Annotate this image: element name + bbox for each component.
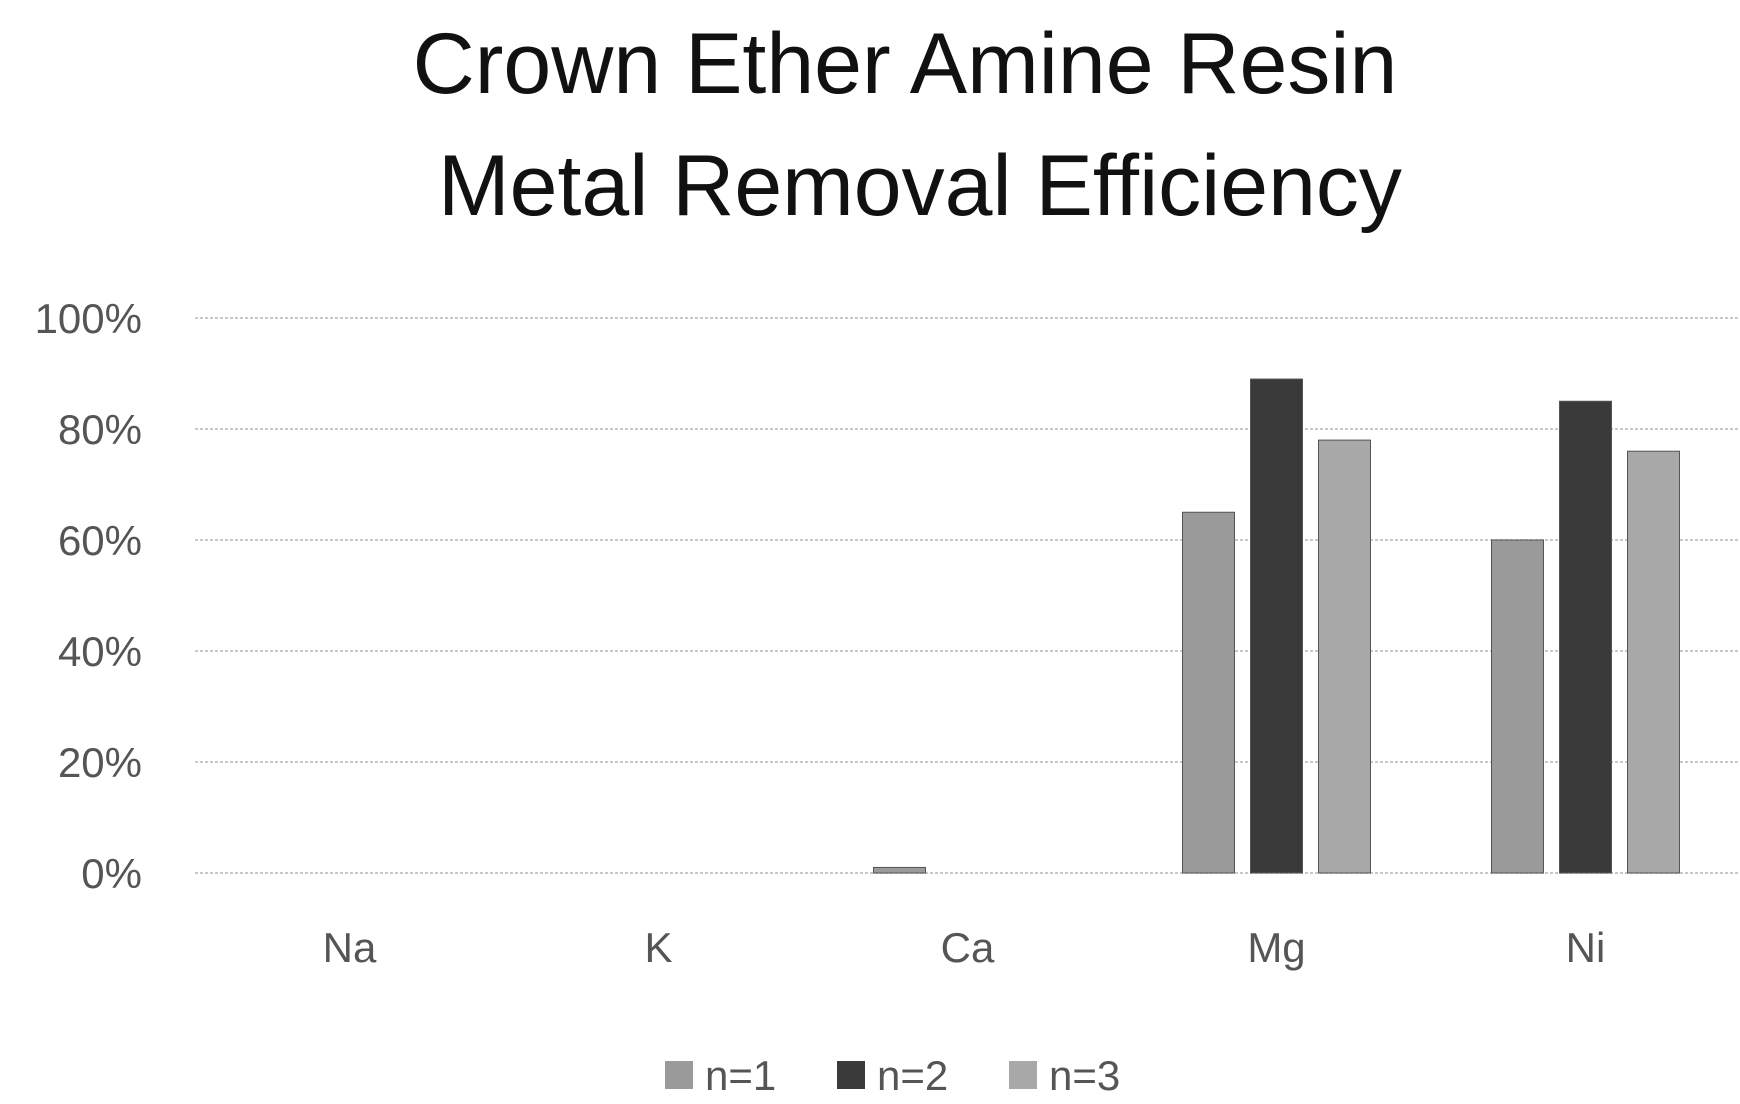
chart-title-line-1: Crown Ether Amine Resin xyxy=(413,16,1398,112)
legend-label: n=1 xyxy=(705,1052,776,1099)
legend-swatch xyxy=(837,1061,865,1089)
y-axis-tick-labels: 0% 20% 40% 60% 80% 100% xyxy=(35,295,142,897)
y-tick-label: 100% xyxy=(35,295,142,342)
legend: n=1 n=2 n=3 xyxy=(665,1052,1120,1099)
bars xyxy=(873,378,1680,874)
legend-label: n=3 xyxy=(1049,1052,1120,1099)
legend-swatch xyxy=(1009,1061,1037,1089)
bar-ni-n2 xyxy=(1559,400,1612,874)
bar-ca-n1 xyxy=(873,866,926,874)
x-tick-label: Ca xyxy=(941,924,995,971)
bar-mg-n3 xyxy=(1318,439,1371,874)
bar-mg-n1 xyxy=(1182,511,1235,874)
bar-mg-n2 xyxy=(1250,378,1303,874)
x-tick-label: Ni xyxy=(1566,924,1606,971)
bar-ni-n1 xyxy=(1491,539,1544,874)
y-tick-label: 0% xyxy=(81,850,142,897)
chart-title: Crown Ether Amine Resin Metal Removal Ef… xyxy=(413,16,1402,234)
x-tick-label: Na xyxy=(323,924,377,971)
gridlines xyxy=(195,317,1740,874)
y-tick-label: 80% xyxy=(58,406,142,453)
y-tick-label: 40% xyxy=(58,628,142,675)
legend-label: n=2 xyxy=(877,1052,948,1099)
x-tick-label: Mg xyxy=(1247,924,1305,971)
y-tick-label: 20% xyxy=(58,739,142,786)
x-tick-label: K xyxy=(644,924,672,971)
legend-swatch xyxy=(665,1061,693,1089)
y-tick-label: 60% xyxy=(58,517,142,564)
chart-title-line-2: Metal Removal Efficiency xyxy=(438,138,1402,234)
bar-ni-n3 xyxy=(1627,450,1680,874)
x-axis-tick-labels: Na K Ca Mg Ni xyxy=(323,924,1606,971)
